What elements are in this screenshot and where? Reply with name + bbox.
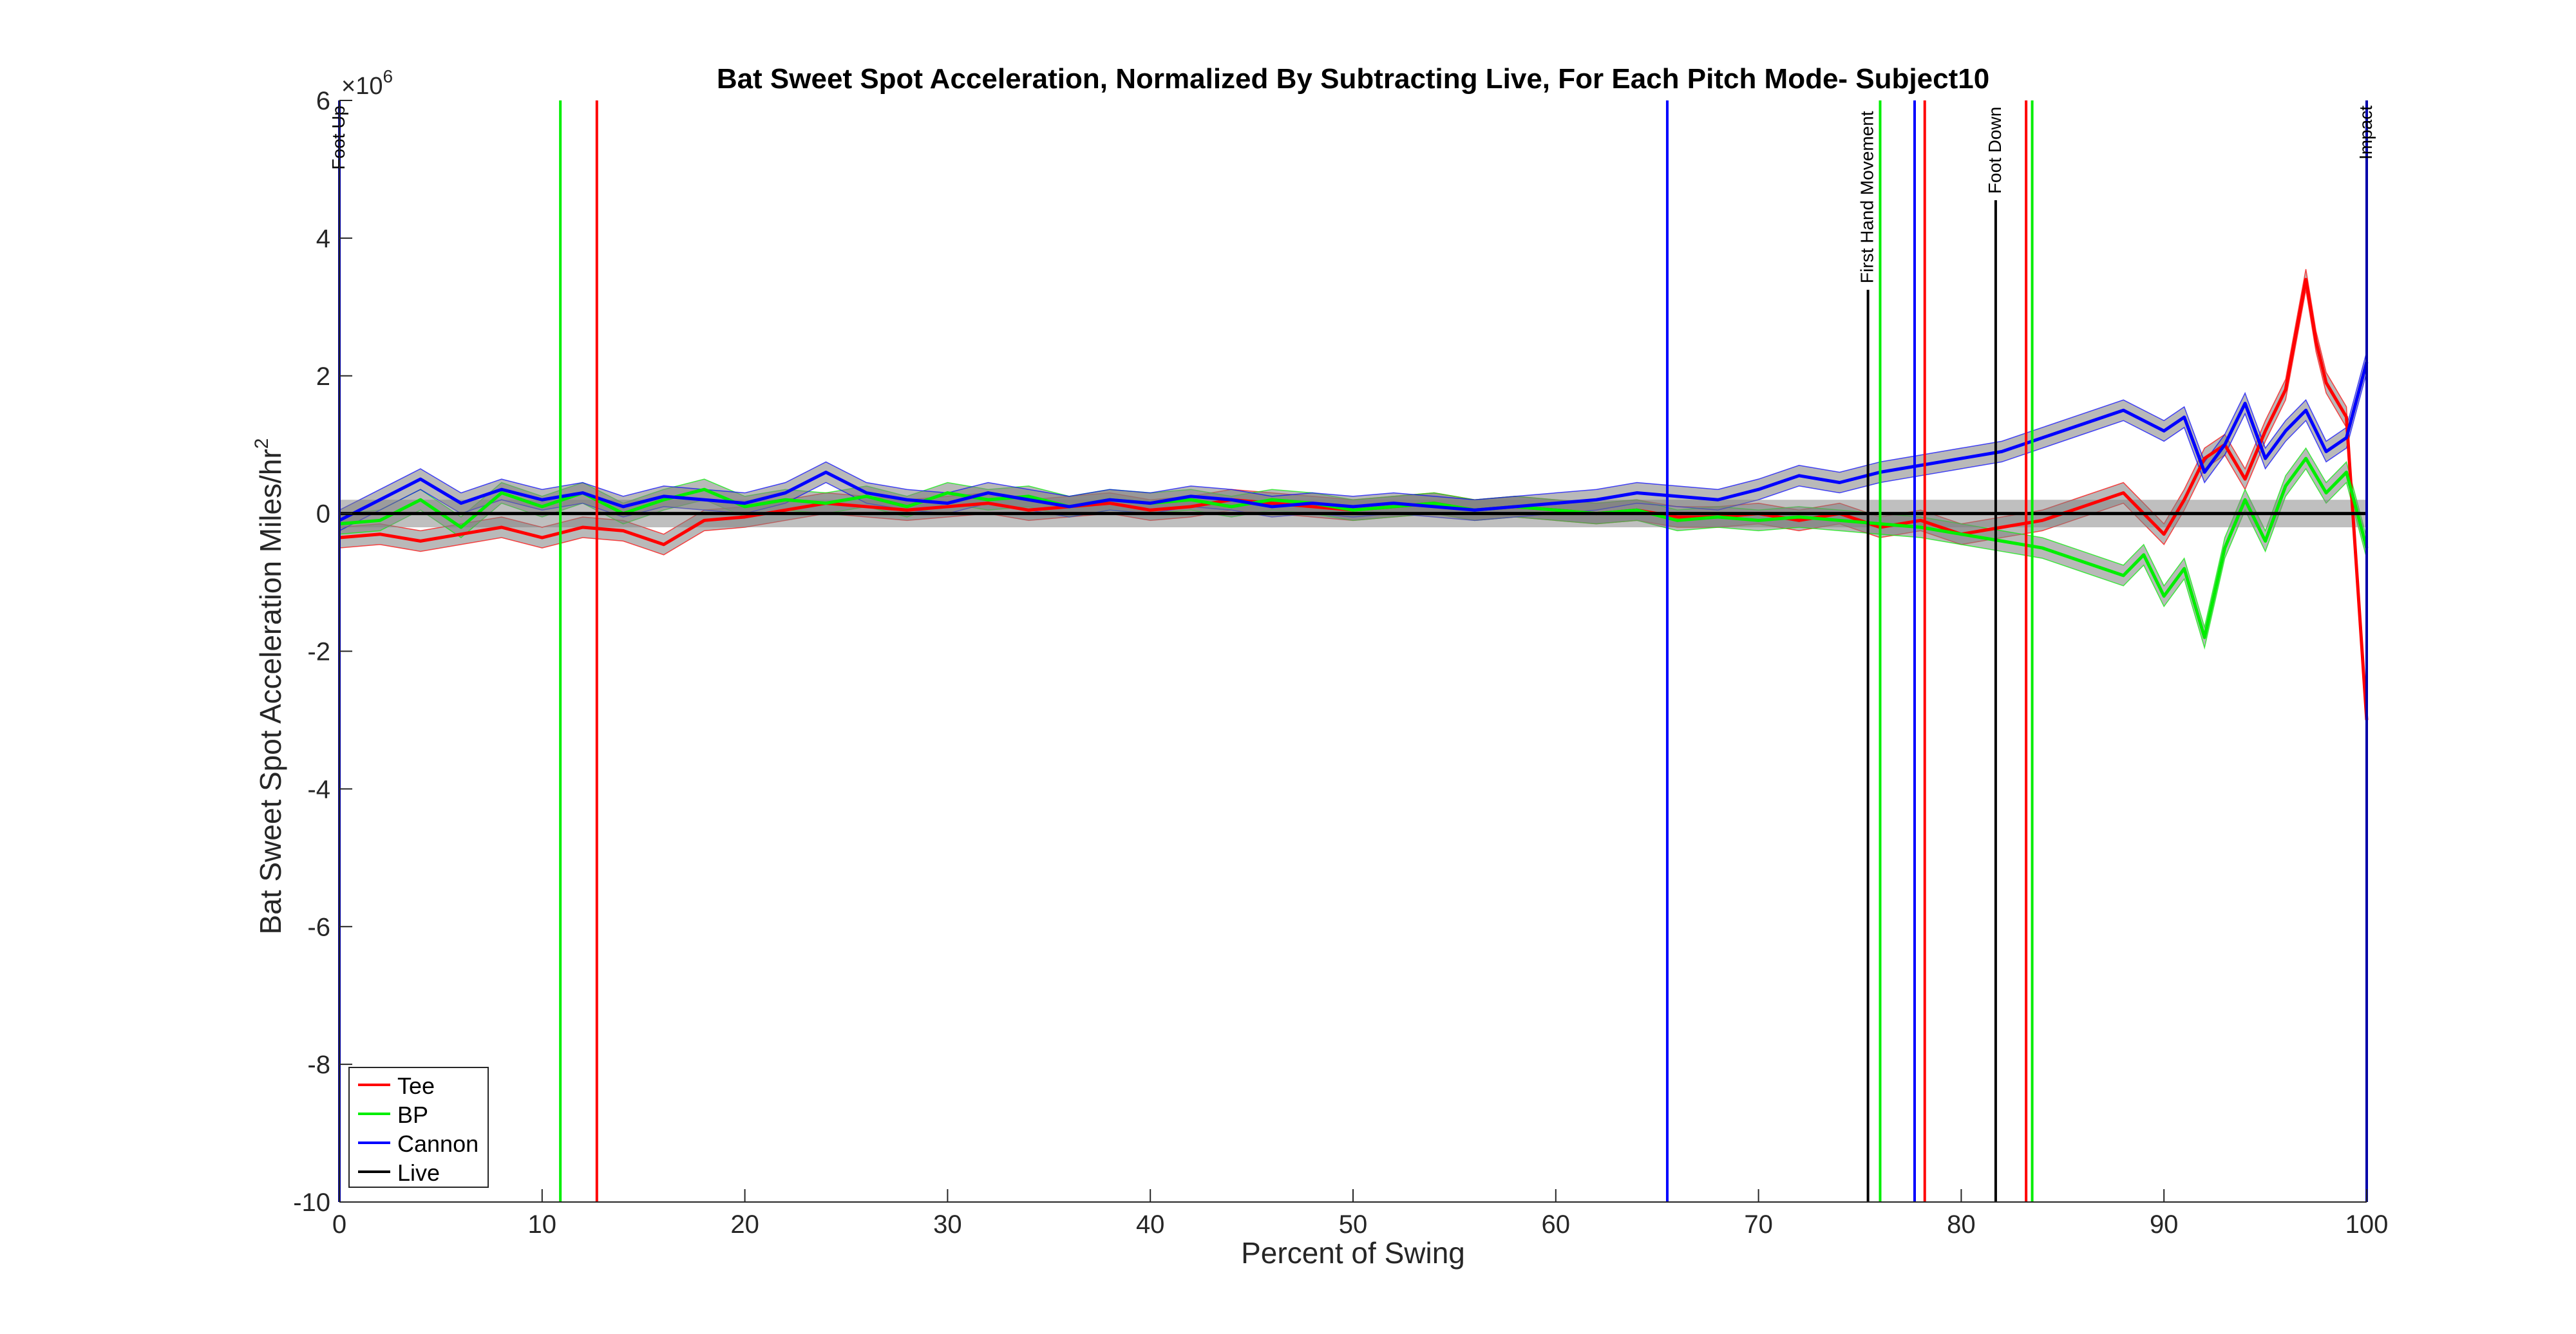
y-tick-label--4: -4 [307, 775, 330, 803]
x-tick-label-0: 0 [332, 1210, 346, 1239]
legend-label-cannon: Cannon [397, 1131, 478, 1157]
legend-item-bp: BP [358, 1102, 428, 1128]
y-axis-label-text: Bat Sweet Spot Acceleration Miles/hr [254, 449, 287, 934]
legend-label-live: Live [397, 1160, 440, 1186]
event-label-7: Foot Down [1985, 107, 2005, 194]
x-axis-label: Percent of Swing [1241, 1236, 1465, 1270]
y-tick-label-0: 0 [316, 500, 330, 529]
x-tick-label-60: 60 [1542, 1210, 1571, 1239]
x-tick-label-10: 10 [528, 1210, 557, 1239]
y-exponent-power: 6 [383, 66, 393, 86]
x-tick-label-70: 70 [1744, 1210, 1773, 1239]
legend-label-bp: BP [397, 1102, 428, 1128]
y-exponent-base: ×10 [341, 73, 383, 100]
y-tick-label-6: 6 [316, 87, 330, 115]
y-tick-label--6: -6 [307, 913, 330, 941]
y-axis-exponent: ×106 [341, 66, 393, 100]
edge-label-right: Impact [2356, 106, 2376, 160]
series-line-cannon [338, 361, 2369, 522]
edge-label-left: Foot Up [328, 106, 348, 170]
y-tick-label--2: -2 [307, 638, 330, 666]
y-tick-label-2: 2 [316, 362, 330, 391]
chart-title: Bat Sweet Spot Acceleration, Normalized … [717, 63, 1989, 95]
legend-label-tee: Tee [397, 1073, 435, 1099]
legend-box [348, 1067, 489, 1188]
x-tick-label-80: 80 [1947, 1210, 1976, 1239]
legend-item-tee: Tee [358, 1073, 435, 1099]
x-tick-label-40: 40 [1136, 1210, 1165, 1239]
x-tick-label-20: 20 [730, 1210, 759, 1239]
x-tick-label-100: 100 [2345, 1210, 2389, 1239]
y-tick-label--8: -8 [307, 1051, 330, 1079]
y-tick-label-4: 4 [316, 225, 330, 253]
axes-layer: Bat Sweet Spot Acceleration, Normalized … [251, 63, 2388, 1270]
x-tick-label-90: 90 [2150, 1210, 2179, 1239]
legend-item-cannon: Cannon [358, 1131, 478, 1157]
y-axis-label-superscript: 2 [251, 438, 272, 449]
legend-item-live: Live [358, 1160, 440, 1186]
event-marker-layer: Foot Up Impact First Hand Movement Foot Dow… [328, 100, 2376, 1202]
event-label-3: First Hand Movement [1857, 111, 1877, 283]
legend: Tee BP Cannon Live [348, 1067, 489, 1188]
x-tick-label-30: 30 [933, 1210, 962, 1239]
x-tick-label-50: 50 [1339, 1210, 1368, 1239]
y-tick-label--10: -10 [293, 1188, 330, 1217]
y-axis-label: Bat Sweet Spot Acceleration Miles/hr2 [251, 438, 287, 935]
data-layer [338, 268, 2369, 731]
